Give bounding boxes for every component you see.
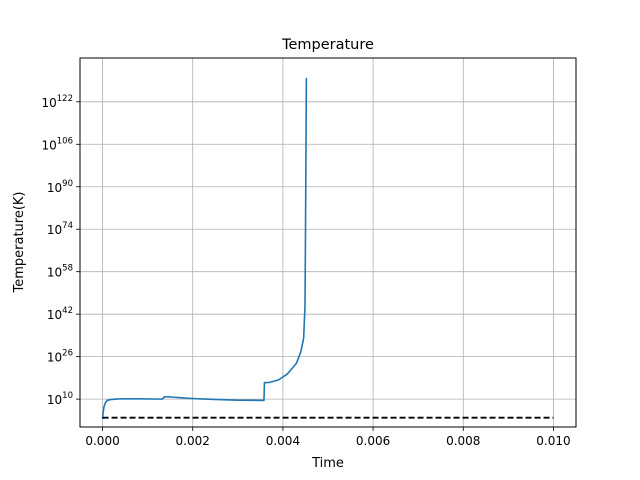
y-tick-base: 10 (47, 308, 62, 322)
y-tick-label: 1090 (47, 179, 73, 195)
y-tick-exponent: 74 (62, 221, 73, 231)
y-axis-label: Temperature(K) (12, 191, 27, 293)
x-tick-label: 0.010 (536, 434, 570, 448)
y-tick-exponent: 58 (62, 264, 73, 274)
x-tick-label: 0.004 (266, 434, 300, 448)
y-tick-label: 1010 (47, 391, 73, 407)
x-tick-label: 0.000 (85, 434, 119, 448)
y-tick-exponent: 106 (57, 136, 73, 146)
plot-series (101, 77, 554, 420)
y-tick-label: 10106 (41, 136, 73, 152)
x-tick-label: 0.008 (446, 434, 480, 448)
y-tick-base: 10 (47, 223, 62, 237)
y-tick-base: 10 (47, 351, 62, 365)
y-tick-exponent: 90 (62, 179, 73, 189)
grid-lines (80, 58, 576, 427)
plot-frame (79, 57, 577, 428)
y-tick-exponent: 26 (62, 349, 73, 359)
y-tick-label: 1058 (47, 264, 73, 280)
y-tick-base: 10 (47, 181, 62, 195)
y-tick-base: 10 (41, 138, 56, 152)
chart-title: Temperature (281, 37, 374, 53)
y-tick-label: 10122 (41, 94, 73, 110)
y-tick-label: 1042 (47, 306, 73, 322)
temperature-series-line (101, 77, 308, 420)
y-tick-base: 10 (41, 96, 56, 110)
y-tick-base: 10 (47, 393, 62, 407)
x-axis-label: Time (311, 456, 344, 471)
y-tick-base: 10 (47, 266, 62, 280)
x-tick-label: 0.006 (356, 434, 390, 448)
y-tick-exponent: 42 (62, 306, 73, 316)
x-tick-label: 0.002 (176, 434, 210, 448)
x-axis-ticks: 0.000 0.002 0.004 0.006 0.008 0.010 (85, 427, 571, 448)
y-tick-label: 1026 (47, 349, 73, 365)
y-tick-label: 1074 (47, 221, 73, 237)
y-tick-exponent: 10 (62, 391, 73, 401)
y-tick-exponent: 122 (57, 94, 73, 104)
